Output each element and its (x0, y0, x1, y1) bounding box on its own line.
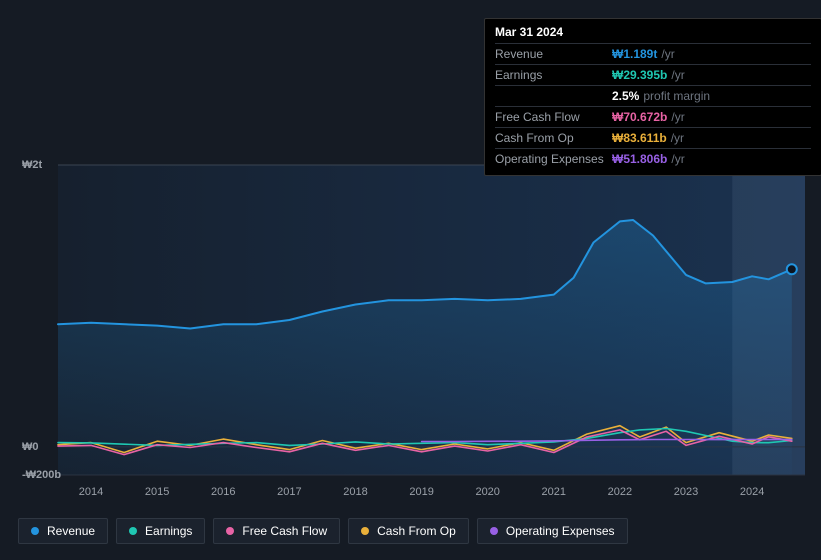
plot-area[interactable] (18, 155, 805, 485)
tooltip-label: Free Cash Flow (495, 109, 612, 125)
tooltip-row: Free Cash Flow₩70.672b/yr (495, 106, 811, 127)
x-axis-label: 2019 (409, 486, 433, 498)
legend-item-operating-expenses[interactable]: Operating Expenses (477, 518, 628, 544)
legend-label: Free Cash Flow (242, 524, 327, 538)
tooltip-label: Operating Expenses (495, 151, 612, 167)
x-axis-label: 2015 (145, 486, 169, 498)
legend: Revenue Earnings Free Cash Flow Cash From O… (18, 518, 628, 544)
y-axis-label: ₩0 (22, 441, 39, 453)
tooltip-value: ₩70.672b/yr (612, 109, 685, 125)
tooltip-value: 2.5%profit margin (612, 88, 710, 104)
chart-tooltip: Mar 31 2024 Revenue₩1.189t/yrEarnings₩29… (484, 18, 821, 176)
legend-dot-icon (129, 527, 137, 535)
tooltip-label: Cash From Op (495, 130, 612, 146)
x-axis: 2014 2015 2016 2017 2018 2019 2020 2021 2022 2023… (58, 486, 805, 506)
tooltip-value: ₩1.189t/yr (612, 46, 675, 62)
x-axis-label: 2016 (211, 486, 235, 498)
legend-dot-icon (361, 527, 369, 535)
legend-item-free-cash-flow[interactable]: Free Cash Flow (213, 518, 340, 544)
tooltip-value: ₩29.395b/yr (612, 67, 685, 83)
x-axis-label: 2021 (542, 486, 566, 498)
tooltip-value: ₩83.611b/yr (612, 130, 684, 146)
y-axis-label: -₩200b (22, 469, 61, 481)
tooltip-row: Revenue₩1.189t/yr (495, 43, 811, 64)
tooltip-row: Earnings₩29.395b/yr (495, 64, 811, 85)
tooltip-row: Operating Expenses₩51.806b/yr (495, 148, 811, 169)
legend-dot-icon (31, 527, 39, 535)
tooltip-date: Mar 31 2024 (495, 25, 811, 39)
tooltip-label: Revenue (495, 46, 612, 62)
tooltip-row: 2.5%profit margin (495, 85, 811, 106)
legend-label: Operating Expenses (506, 524, 615, 538)
legend-item-cash-from-op[interactable]: Cash From Op (348, 518, 469, 544)
legend-dot-icon (226, 527, 234, 535)
chart-svg (18, 155, 805, 485)
x-axis-label: 2014 (79, 486, 103, 498)
legend-item-revenue[interactable]: Revenue (18, 518, 108, 544)
tooltip-label (495, 88, 612, 104)
x-axis-label: 2018 (343, 486, 367, 498)
x-axis-label: 2023 (674, 486, 698, 498)
chart-container: Mar 31 2024 Revenue₩1.189t/yrEarnings₩29… (18, 0, 805, 560)
legend-label: Revenue (47, 524, 95, 538)
x-axis-label: 2022 (608, 486, 632, 498)
tooltip-value: ₩51.806b/yr (612, 151, 685, 167)
x-axis-label: 2017 (277, 486, 301, 498)
tooltip-row: Cash From Op₩83.611b/yr (495, 127, 811, 148)
x-axis-label: 2020 (475, 486, 499, 498)
legend-label: Cash From Op (377, 524, 456, 538)
y-axis-label: ₩2t (22, 159, 42, 171)
x-axis-label: 2024 (740, 486, 764, 498)
legend-label: Earnings (145, 524, 192, 538)
legend-item-earnings[interactable]: Earnings (116, 518, 205, 544)
tooltip-label: Earnings (495, 67, 612, 83)
legend-dot-icon (490, 527, 498, 535)
